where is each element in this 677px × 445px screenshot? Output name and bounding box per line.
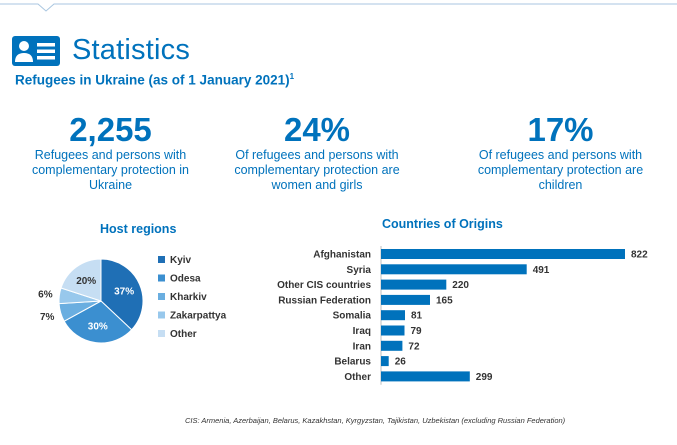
bar-belarus [381,356,389,367]
stat-description: Of refugees and persons with complementa… [234,148,400,192]
bar-value-label: 79 [411,326,423,337]
legend-swatch [158,330,165,337]
pie-slice-odesa [63,300,133,344]
bar-category-label: Other CIS countries [277,280,371,291]
bar-value-label: 26 [395,357,407,368]
pie-slice-label: 37% [114,287,134,298]
legend-swatch [158,311,165,319]
stat-value: 2,255 [69,111,152,148]
bar-value-label: 822 [631,250,648,261]
legend-label: Other [170,329,197,340]
id-card-icon [12,35,60,66]
legend-swatch [158,274,165,282]
pie-slice-label: 30% [88,322,108,333]
subtitle-text: Refugees in Ukraine (as of 1 January 202… [15,72,290,88]
stat-women-girls: 24% Of refugees and persons with complem… [218,112,416,193]
legend-label: Zakarpattya [170,311,227,322]
stat-description: Refugees and persons with complementary … [31,148,190,192]
bar-value-label: 165 [436,295,453,306]
page-header: Statistics [12,34,190,67]
page-subtitle: Refugees in Ukraine (as of 1 January 202… [15,72,294,88]
pie-slice-label: 6% [38,290,53,301]
bar-value-label: 220 [452,280,469,291]
stat-total-refugees: 2,255 Refugees and persons with compleme… [18,112,203,193]
legend-label: Kyiv [170,255,192,266]
bar-afghanistan [381,249,625,259]
bar-value-label: 299 [476,372,493,383]
pie-slice-other [60,258,102,302]
bar-value-label: 491 [533,265,550,276]
bar-category-label: Syria [347,265,372,276]
bar-somalia [381,310,405,321]
pie-slice-label: 7% [40,312,55,323]
legend-label: Kharkiv [170,292,207,303]
bar-russian-federation [381,294,430,305]
bar-iran [381,340,403,351]
pie-slice-label: 20% [76,276,96,287]
subtitle-footnote-marker: 1 [289,72,295,81]
stat-children: 17% Of refugees and persons with complem… [463,112,658,193]
bar-category-label: Russian Federation [278,295,371,306]
legend-swatch [158,256,165,263]
bar-value-label: 81 [411,311,423,322]
bar-category-label: Somalia [333,311,372,322]
stat-description: Of refugees and persons with complementa… [477,148,644,192]
top-border-line [0,3,677,12]
page-title: Statistics [72,34,191,66]
stat-value: 24% [283,111,351,148]
bar-category-label: Iraq [353,326,371,337]
pie-slice-kyiv [100,258,144,331]
legend-swatch [158,293,165,300]
bar-category-label: Other [344,372,371,383]
bar-other [381,371,470,382]
footnote: CIS: Armenia, Azerbaijan, Belarus, Kazak… [185,416,566,425]
bar-category-label: Belarus [334,357,371,368]
legend-label: Odesa [170,274,201,285]
bar-category-label: Afghanistan [313,250,371,261]
bar-chart-title: Countries of Origins [382,217,503,231]
pie-chart-title: Host regions [100,222,177,236]
bar-iraq [381,325,405,336]
bar-value-label: 72 [408,341,420,352]
bar-other-cis-countries [381,279,447,290]
stat-value: 17% [527,111,594,148]
bar-category-label: Iran [353,341,371,352]
bar-syria [381,264,527,275]
